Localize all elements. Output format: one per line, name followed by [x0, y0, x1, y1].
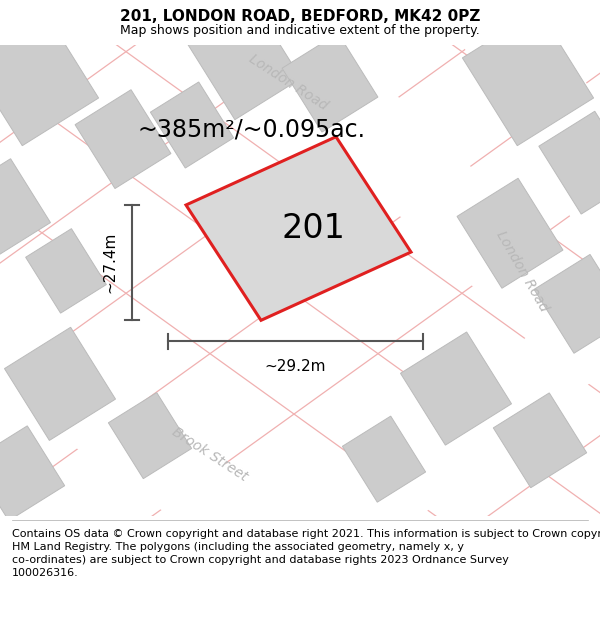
- Polygon shape: [0, 0, 450, 31]
- Polygon shape: [4, 328, 116, 441]
- Polygon shape: [0, 426, 65, 521]
- Polygon shape: [109, 392, 191, 479]
- Text: London Road: London Road: [246, 52, 330, 113]
- Polygon shape: [0, 10, 98, 146]
- Text: 201, LONDON ROAD, BEDFORD, MK42 0PZ: 201, LONDON ROAD, BEDFORD, MK42 0PZ: [120, 9, 480, 24]
- Polygon shape: [282, 33, 378, 132]
- Polygon shape: [463, 10, 593, 146]
- Text: Contains OS data © Crown copyright and database right 2021. This information is : Contains OS data © Crown copyright and d…: [12, 529, 600, 578]
- Text: ~27.4m: ~27.4m: [102, 232, 117, 293]
- Polygon shape: [457, 178, 563, 288]
- Polygon shape: [400, 332, 512, 445]
- Text: Brook Street: Brook Street: [170, 425, 250, 484]
- Polygon shape: [432, 0, 600, 350]
- Polygon shape: [26, 229, 106, 313]
- Text: Map shows position and indicative extent of the property.: Map shows position and indicative extent…: [120, 24, 480, 37]
- Polygon shape: [343, 416, 425, 502]
- Polygon shape: [75, 90, 171, 189]
- Polygon shape: [181, 0, 581, 334]
- Polygon shape: [534, 254, 600, 353]
- Polygon shape: [0, 159, 50, 261]
- Polygon shape: [493, 393, 587, 488]
- Text: ~385m²/~0.095ac.: ~385m²/~0.095ac.: [138, 118, 366, 142]
- Text: ~29.2m: ~29.2m: [265, 359, 326, 374]
- Polygon shape: [0, 250, 352, 617]
- Polygon shape: [186, 137, 411, 321]
- Polygon shape: [247, 227, 600, 616]
- Polygon shape: [539, 111, 600, 214]
- Text: 201: 201: [281, 212, 346, 245]
- Text: London Road: London Road: [493, 228, 551, 314]
- Polygon shape: [185, 0, 301, 120]
- Polygon shape: [151, 82, 233, 168]
